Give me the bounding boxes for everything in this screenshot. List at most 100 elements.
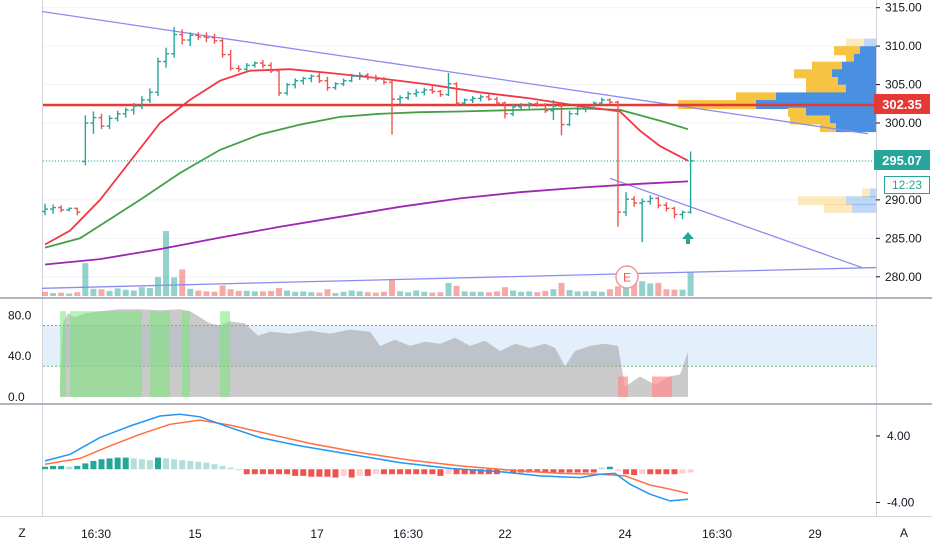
ohlc-bar[interactable] [187, 32, 194, 47]
pane-separator-1[interactable] [0, 297, 932, 299]
ohlc-bar[interactable] [42, 203, 48, 216]
ohlc-bar[interactable] [526, 102, 533, 109]
ohlc-bar[interactable] [598, 97, 605, 106]
macd-pane[interactable] [42, 413, 694, 502]
ohlc-bar[interactable] [163, 47, 170, 68]
ohlc-bar[interactable] [542, 103, 549, 114]
ohlc-bar[interactable] [50, 204, 57, 214]
ohlc-bar[interactable] [276, 69, 283, 97]
ohlc-bar[interactable] [647, 195, 654, 205]
ohlc-bar[interactable] [251, 61, 258, 68]
ohlc-bar[interactable] [98, 113, 105, 130]
ohlc-bar[interactable] [90, 111, 97, 134]
ohlc-bar[interactable] [614, 100, 621, 227]
earnings-marker[interactable] [615, 265, 639, 289]
ohlc-bar[interactable] [267, 62, 274, 74]
ohlc-bar[interactable] [510, 103, 517, 117]
trendline[interactable] [609, 177, 863, 269]
volume-bar [163, 231, 170, 296]
ohlc-bar[interactable] [203, 32, 210, 43]
ohlc-bar[interactable] [429, 86, 436, 94]
ohlc-bar[interactable] [259, 59, 266, 69]
earnings-marker-label: E [623, 271, 631, 285]
ohlc-bar[interactable] [606, 98, 613, 104]
ohlc-bar[interactable] [219, 38, 226, 58]
ohlc-bar[interactable] [397, 95, 404, 104]
trendline[interactable] [41, 10, 869, 135]
auto-scale-button[interactable]: A [899, 526, 908, 540]
ohlc-bar[interactable] [130, 103, 137, 115]
ohlc-bar[interactable] [639, 198, 646, 243]
ohlc-bar[interactable] [348, 73, 355, 83]
ohlc-bar[interactable] [655, 196, 662, 209]
ohlc-bar[interactable] [227, 49, 234, 71]
ohlc-bar[interactable] [405, 91, 412, 100]
ohlc-bar[interactable] [534, 101, 541, 107]
ohlc-bar[interactable] [421, 87, 428, 96]
ohlc-bar[interactable] [687, 151, 694, 214]
ohlc-bar[interactable] [566, 110, 573, 127]
ohlc-bar[interactable] [154, 57, 161, 97]
volume-bar [227, 289, 234, 296]
indicator-pane[interactable] [43, 309, 876, 397]
ohlc-bar[interactable] [332, 82, 339, 90]
ohlc-bar[interactable] [114, 110, 121, 122]
ohlc-bar[interactable] [493, 96, 500, 106]
ohlc-bar[interactable] [445, 73, 452, 97]
ohlc-bar[interactable] [66, 207, 73, 212]
ohlc-bar[interactable] [364, 73, 371, 80]
ohlc-bar[interactable] [679, 210, 686, 220]
volume-bar [90, 288, 97, 296]
ohlc-bar[interactable] [518, 103, 525, 111]
ohlc-bar[interactable] [138, 96, 145, 110]
volume-bar [453, 285, 460, 296]
ohlc-bar[interactable] [82, 115, 89, 166]
ohlc-bar[interactable] [469, 96, 476, 104]
ohlc-bar[interactable] [356, 72, 363, 80]
ohlc-bar[interactable] [389, 79, 396, 135]
ohlc-bar[interactable] [324, 76, 331, 91]
ohlc-bar[interactable] [74, 207, 81, 216]
ohlc-bar[interactable] [501, 101, 508, 119]
ohlc-bar[interactable] [663, 202, 670, 212]
ohlc-bar[interactable] [179, 29, 186, 45]
ohlc-bar[interactable] [235, 65, 242, 73]
ohlc-bar[interactable] [122, 107, 129, 118]
ohlc-bar[interactable] [195, 32, 202, 40]
ohlc-bar[interactable] [106, 115, 113, 130]
price-pane[interactable]: E [41, 7, 877, 296]
ohlc-bar[interactable] [146, 88, 153, 104]
ohlc-bar[interactable] [284, 83, 291, 96]
ohlc-bar[interactable] [58, 205, 65, 213]
level-price-tag: 302.35 [874, 94, 930, 114]
ohlc-bar[interactable] [171, 26, 178, 58]
pane-separator-2[interactable] [0, 403, 932, 405]
ohlc-bar[interactable] [623, 192, 630, 217]
ohlc-bar[interactable] [372, 74, 379, 82]
trendline[interactable] [41, 266, 877, 289]
ohlc-bar[interactable] [574, 106, 581, 116]
ohlc-bar[interactable] [550, 99, 557, 120]
ohlc-bar[interactable] [590, 101, 597, 110]
ohlc-bar[interactable] [437, 89, 444, 97]
ohlc-bar[interactable] [316, 73, 323, 84]
ohlc-bar[interactable] [461, 98, 468, 105]
ohlc-bar[interactable] [485, 93, 492, 101]
ohlc-bar[interactable] [671, 206, 678, 219]
ohlc-bar[interactable] [380, 76, 387, 85]
ohlc-bar[interactable] [453, 82, 460, 107]
ohlc-bar[interactable] [631, 196, 638, 207]
ohlc-bar[interactable] [582, 105, 589, 113]
ohlc-bar[interactable] [308, 74, 315, 83]
ohlc-bar[interactable] [292, 78, 299, 89]
ohlc-bar[interactable] [477, 94, 484, 102]
ohlc-bar[interactable] [211, 33, 218, 44]
ohlc-bar[interactable] [243, 63, 250, 72]
ohlc-bar[interactable] [413, 89, 420, 97]
ohlc-bar[interactable] [340, 78, 347, 87]
ohlc-bar[interactable] [558, 103, 565, 136]
volume-bar [413, 290, 420, 296]
ohlc-bar[interactable] [300, 76, 307, 85]
zoom-button[interactable]: Z [18, 526, 26, 540]
